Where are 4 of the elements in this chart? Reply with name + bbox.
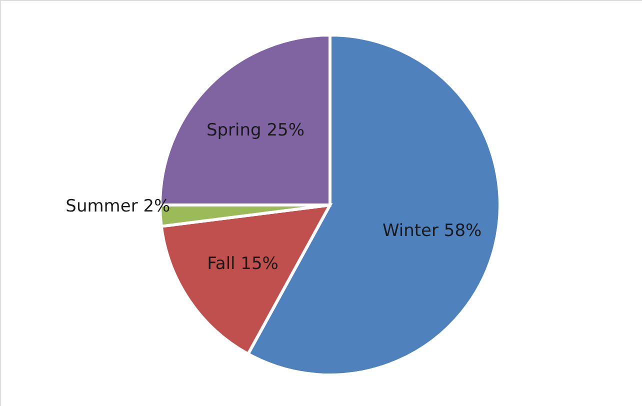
slice-label: Fall 15% xyxy=(207,254,278,274)
slice-label: Summer 2% xyxy=(66,196,170,216)
slice-label: Winter 58% xyxy=(382,221,482,242)
slice-label: Spring 25% xyxy=(206,120,304,140)
